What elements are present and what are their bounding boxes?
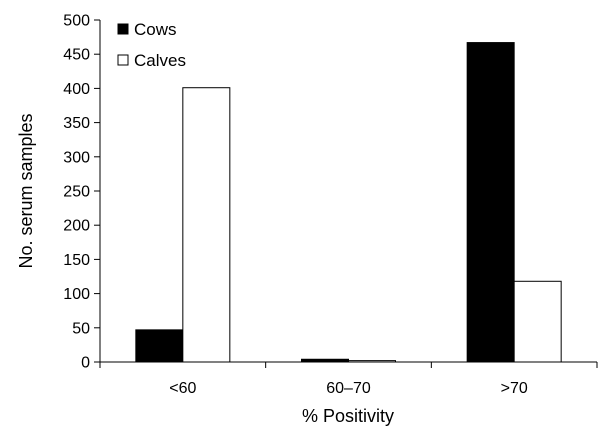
y-tick-label: 150 [63,252,90,269]
y-tick-label: 250 [63,184,90,201]
y-tick-label: 400 [63,81,90,98]
y-axis: 0 50 100 150 200 250 300 350 400 450 500 [63,13,101,372]
bar-calves-2 [513,280,562,363]
bars [135,42,562,363]
y-tick-label: 450 [63,47,90,64]
y-tick-label: 350 [63,115,90,132]
legend-swatch-calves [117,54,129,66]
y-tick-label: 300 [63,149,90,166]
legend-label-calves: Calves [134,51,186,70]
legend-label-cows: Cows [134,20,177,39]
bar-calves-0 [182,87,231,363]
x-tick-label: >70 [501,380,528,397]
x-tick-label: <60 [169,380,196,397]
x-axis: <60 60–70 >70 [99,361,598,397]
x-axis-title: % Positivity [302,406,394,426]
bar-cows-1 [301,358,349,363]
bar-calves-1 [348,360,396,363]
legend: Cows Calves [117,20,186,70]
y-tick-label: 200 [63,218,90,235]
y-tick-label: 0 [81,355,90,372]
y-tick-label: 100 [63,286,90,303]
y-axis-title: No. serum samples [16,113,36,268]
legend-swatch-cows [117,23,129,35]
y-tick-label: 500 [63,13,90,30]
y-tick-label: 50 [72,320,90,337]
x-tick-label: 60–70 [326,380,371,397]
bar-cows-0 [135,329,184,363]
bar-cows-2 [466,42,515,363]
